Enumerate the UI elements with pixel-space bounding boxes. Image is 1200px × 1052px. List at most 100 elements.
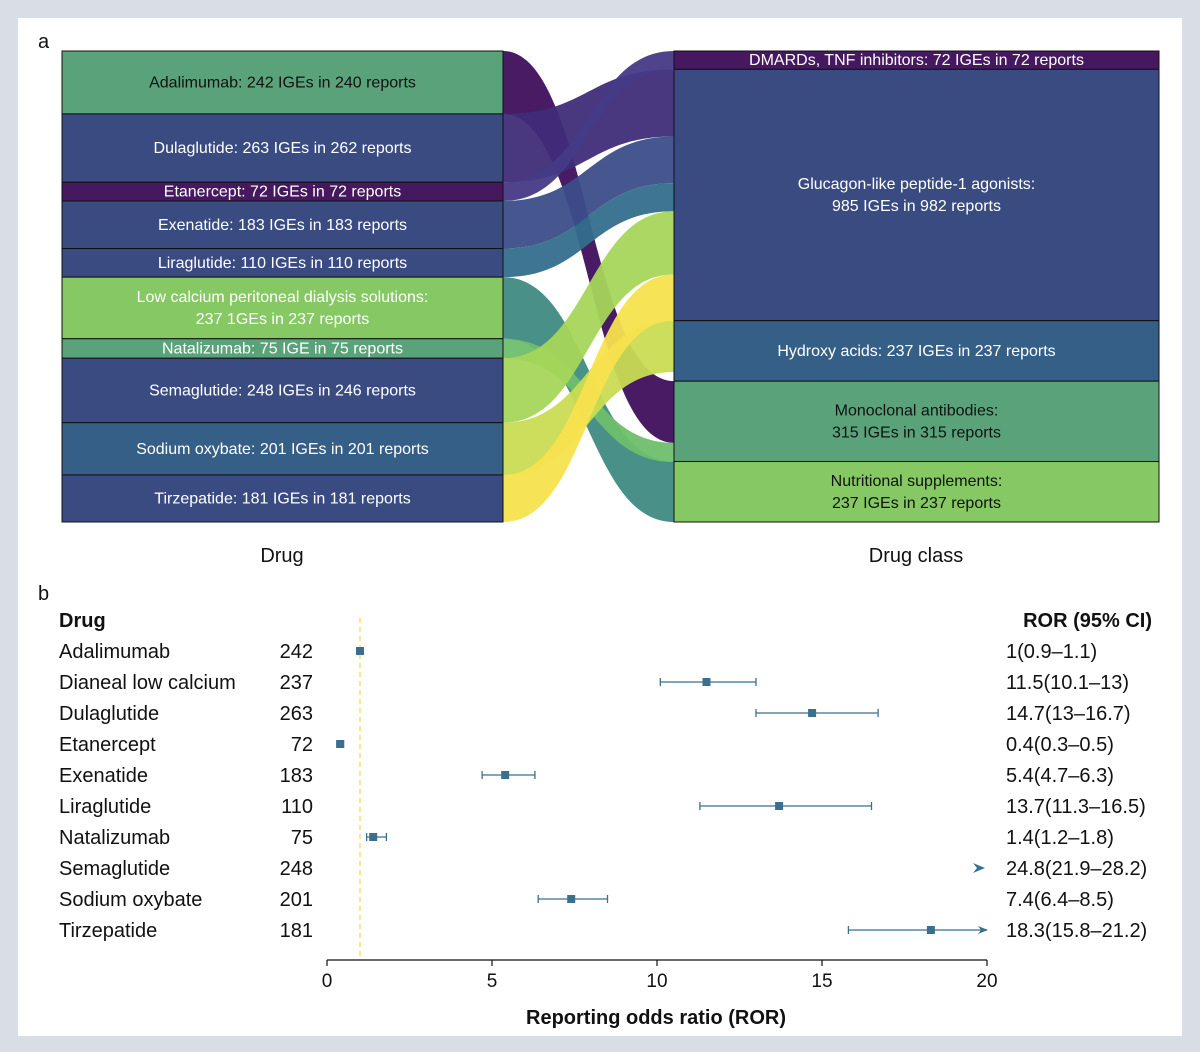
sankey-node-label-exenatide: Exenatide: 183 IGEs in 183 reports [158, 217, 407, 234]
forest-point [356, 647, 364, 655]
sankey-node-label-lowcalcium: Low calcium peritoneal dialysis solution… [137, 289, 429, 328]
forest-ror-label: 11.5(10.1–13) [1006, 672, 1129, 694]
sankey-flow-etanercept [503, 51, 674, 201]
forest-ror-label: 18.3(15.8–21.2) [1006, 920, 1147, 942]
forest-drug-label: Sodium oxybate [59, 889, 202, 911]
sankey-node-lowcalcium [61, 276, 504, 340]
forest-count-label: 183 [280, 765, 313, 787]
sankey-flow-adalimumab [503, 51, 674, 443]
forest-point [567, 895, 576, 903]
sankey-node-nutri [673, 461, 1160, 523]
forest-count-label: 237 [280, 672, 313, 694]
sankey-left-nodes: Adalimumab: 242 IGEs in 240 reports Dulag… [61, 50, 504, 523]
forest-count-label: 263 [280, 703, 313, 725]
sankey-node-label-adalimumab: Adalimumab: 242 IGEs in 240 reports [149, 74, 416, 91]
forest-row: Adalimumab 242 1(0.9–1.1) [59, 641, 1097, 663]
sankey-node-label-etanercept: Etanercept: 72 IGEs in 72 reports [164, 184, 401, 201]
figure-canvas: a Adalimumab: 242 IGEs in 240 reports Dul… [38, 31, 1160, 1029]
forest-point [501, 771, 510, 779]
forest-header-ror: ROR (95% CI) [1023, 610, 1152, 632]
forest-row: Exenatide 183 5.4(4.7–6.3) [59, 765, 1114, 787]
sankey-node-hydroxy [673, 320, 1160, 382]
sankey-node-exenatide [61, 200, 504, 250]
x-tick-label: 20 [976, 971, 997, 992]
x-tick-label: 10 [646, 971, 667, 992]
sankey-left-axis-label: Drug [260, 545, 303, 567]
forest-drug-label: Adalimumab [59, 641, 170, 663]
sankey-node-label-dmards: DMARDs, TNF inhibitors: 72 IGEs in 72 re… [749, 52, 1084, 69]
forest-ror-label: 13.7(11.3–16.5) [1006, 796, 1146, 818]
forest-ror-label: 0.4(0.3–0.5) [1006, 734, 1114, 756]
forest-count-label: 72 [291, 734, 313, 756]
forest-drug-label: Dianeal low calcium [59, 672, 236, 694]
forest-ror-label: 1.4(1.2–1.8) [1006, 827, 1114, 849]
sankey-flows [503, 51, 674, 522]
sankey-node-label-tirzepatide: Tirzepatide: 181 IGEs in 181 reports [154, 490, 410, 507]
forest-row: Dianeal low calcium 237 11.5(10.1–13) [59, 672, 1129, 694]
forest-point [702, 678, 711, 686]
sankey-node-label-natalizumab: Natalizumab: 75 IGE in 75 reports [162, 340, 403, 357]
forest-point [808, 709, 817, 717]
forest-ror-label: 14.7(13–16.7) [1006, 703, 1131, 725]
forest-rows: Adalimumab 242 1(0.9–1.1) Dianeal low calci… [59, 641, 1147, 942]
forest-row: Natalizumab 75 1.4(1.2–1.8) [59, 827, 1114, 849]
x-tick-label: 5 [487, 971, 498, 992]
forest-drug-label: Etanercept [59, 734, 156, 756]
panel-a-letter: a [38, 31, 50, 53]
forest-x-axis-label: Reporting odds ratio (ROR) [526, 1007, 786, 1029]
sankey-node-label-semaglutide: Semaglutide: 248 IGEs in 246 reports [149, 382, 416, 399]
sankey-flow-exenatide [503, 136, 674, 249]
forest-row: Sodium oxybate 201 7.4(6.4–8.5) [59, 889, 1114, 911]
forest-point [369, 833, 378, 841]
forest-point [336, 740, 345, 748]
sankey-node-sodiumoxybate [61, 422, 504, 476]
forest-row: Tirzepatide 181 18.3(15.8–21.2) [59, 920, 1147, 942]
forest-row: Dulaglutide 263 14.7(13–16.7) [59, 703, 1131, 725]
forest-point [926, 926, 935, 934]
forest-count-label: 201 [280, 889, 313, 911]
forest-row: Semaglutide 248 24.8(21.9–28.2) [59, 858, 1147, 880]
x-tick-label: 0 [322, 971, 333, 992]
forest-count-label: 110 [281, 796, 313, 818]
forest-drug-label: Dulaglutide [59, 703, 159, 725]
forest-drug-label: Exenatide [59, 765, 148, 787]
forest-row: Etanercept 72 0.4(0.3–0.5) [59, 734, 1114, 756]
sankey-right-axis-label: Drug class [869, 545, 963, 567]
sankey-flow-tirzepatide [503, 274, 674, 522]
panel-b-letter: b [38, 583, 49, 605]
sankey-node-liraglutide [61, 248, 504, 278]
forest-header-drug: Drug [59, 610, 106, 632]
sankey-node-label-hydroxy: Hydroxy acids: 237 IGEs in 237 reports [777, 343, 1055, 360]
forest-x-axis: 0 5 10 15 20 [322, 959, 998, 992]
forest-ror-label: 7.4(6.4–8.5) [1006, 889, 1114, 911]
sankey-flow-semaglutide [503, 211, 674, 423]
forest-drug-label: Tirzepatide [59, 920, 157, 942]
forest-ror-label: 1(0.9–1.1) [1006, 641, 1097, 663]
sankey-node-label-mab: Monoclonal antibodies: 315 IGEs in 315 re… [832, 402, 1001, 441]
sankey-node-dulaglutide [61, 113, 504, 183]
sankey-node-label-liraglutide: Liraglutide: 110 IGEs in 110 reports [158, 255, 407, 272]
sankey-node-tirzepatide [61, 474, 504, 523]
sankey-node-label-sodiumoxybate: Sodium oxybate: 201 IGEs in 201 reports [136, 441, 429, 458]
forest-row: Liraglutide 110 13.7(11.3–16.5) [59, 796, 1146, 818]
sankey-node-label-nutri: Nutritional supplements: 237 IGEs in 237 … [831, 473, 1003, 512]
x-tick-label: 15 [811, 971, 832, 992]
forest-drug-label: Natalizumab [59, 827, 170, 849]
forest-ror-label: 24.8(21.9–28.2) [1006, 858, 1147, 880]
forest-count-label: 75 [291, 827, 313, 849]
forest-ror-label: 5.4(4.7–6.3) [1006, 765, 1114, 787]
forest-out-of-range-arrow [973, 863, 985, 873]
sankey-node-adalimumab [61, 50, 504, 115]
forest-count-label: 248 [280, 858, 313, 880]
forest-point [775, 802, 784, 810]
forest-drug-label: Liraglutide [59, 796, 151, 818]
sankey-right-nodes: DMARDs, TNF inhibitors: 72 IGEs in 72 re… [673, 50, 1160, 523]
figure: a Adalimumab: 242 IGEs in 240 reports Dul… [18, 18, 1182, 1036]
sankey-node-label-dulaglutide: Dulaglutide: 263 IGEs in 262 reports [154, 140, 412, 157]
sankey-node-mab [673, 380, 1160, 463]
forest-count-label: 181 [280, 920, 313, 942]
sankey-flow-liraglutide [503, 183, 674, 278]
sankey-node-label-glp1: Glucagon-like peptide-1 agonists: 985 IGE… [798, 176, 1035, 215]
forest-drug-label: Semaglutide [59, 858, 170, 880]
sankey-node-glp1 [673, 68, 1160, 322]
